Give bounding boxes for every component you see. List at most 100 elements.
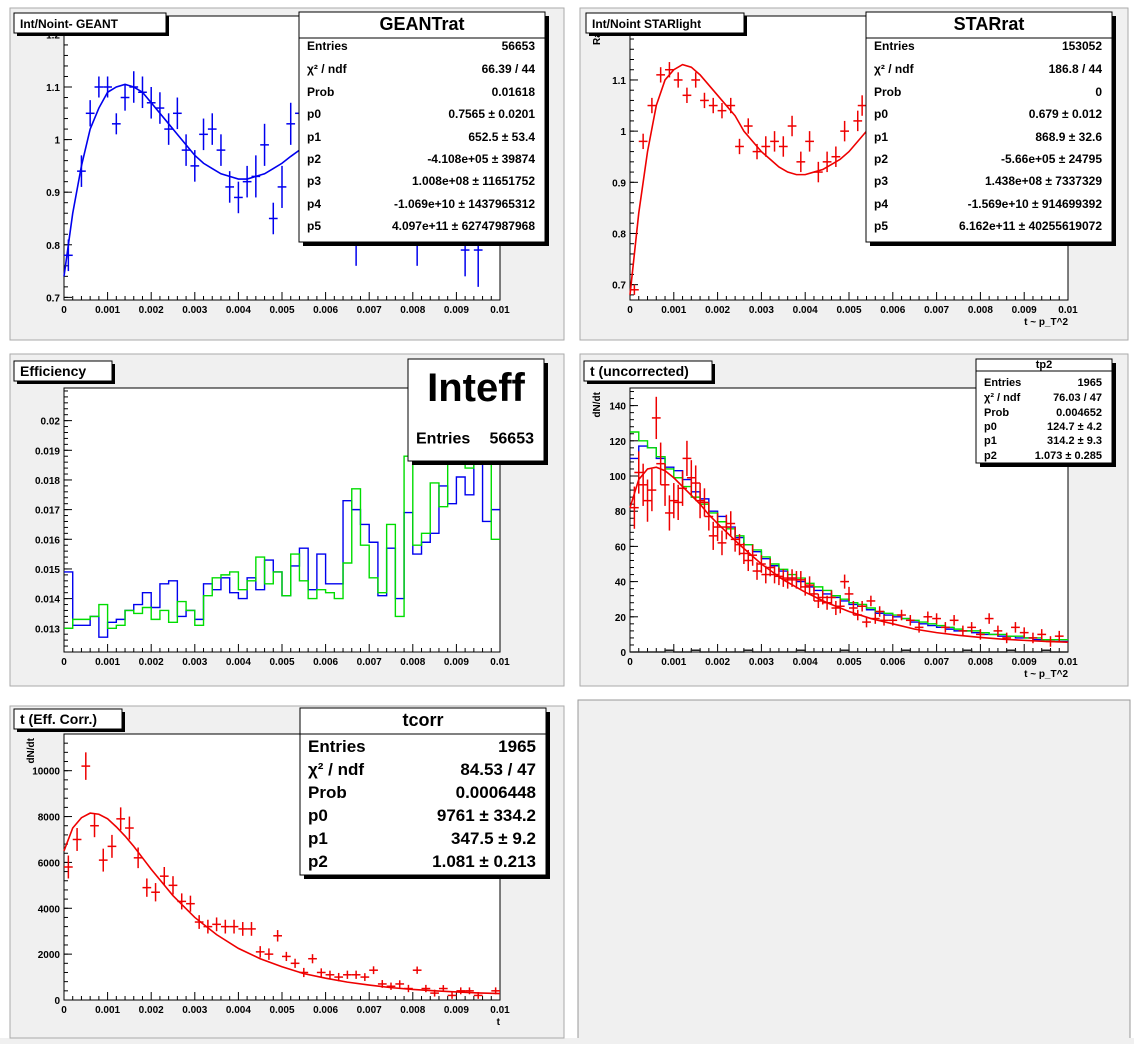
data-point <box>447 991 457 999</box>
stats-value: 9761 ± 334.2 <box>437 806 536 825</box>
x-tick-label: 0.005 <box>269 305 294 316</box>
stats-key: p3 <box>874 174 888 188</box>
data-point <box>708 97 718 114</box>
x-tick-label: 0.01 <box>490 657 510 668</box>
data-point <box>268 202 278 235</box>
data-point <box>647 97 657 114</box>
data-point <box>857 95 867 116</box>
y-axis-title: dN/dt <box>592 391 603 417</box>
data-point <box>120 84 130 111</box>
y-tick-label: 0.016 <box>35 535 60 546</box>
data-point <box>984 613 994 624</box>
data-point <box>932 613 941 624</box>
stats-key: χ² / ndf <box>307 62 348 76</box>
x-tick-label: 0.009 <box>444 657 469 668</box>
data-point <box>369 966 378 975</box>
y-tick-label: 0.014 <box>35 595 60 606</box>
data-point <box>343 970 352 979</box>
data-point <box>840 120 849 142</box>
y-tick-label: 1.1 <box>46 83 60 94</box>
data-point <box>251 155 261 198</box>
pad-title: t (uncorrected) <box>590 363 689 379</box>
data-point <box>669 483 679 519</box>
plot-area <box>63 752 501 999</box>
data-point <box>395 980 405 988</box>
x-tick-label: 0.001 <box>661 305 686 316</box>
stats-value: 1.081 ± 0.213 <box>432 852 536 871</box>
y-tick-label: 0.9 <box>46 188 60 199</box>
x-tick-label: 0.003 <box>182 657 207 668</box>
y-tick-label: 20 <box>615 613 627 624</box>
data-point <box>691 72 701 88</box>
y-tick-label: 1 <box>54 136 60 147</box>
stats-value: 0.679 ± 0.012 <box>1029 107 1103 121</box>
stats-value: 66.39 / 44 <box>482 62 536 76</box>
y-tick-label: 1.1 <box>612 76 626 87</box>
data-point <box>673 72 683 88</box>
hist-series-2 <box>64 405 500 629</box>
data-point <box>325 970 335 979</box>
data-point <box>1046 636 1055 647</box>
data-point <box>151 883 160 902</box>
data-point <box>770 131 779 152</box>
y-tick-label: 0.7 <box>612 281 626 292</box>
data-point <box>757 555 766 573</box>
stats-value: 84.53 / 47 <box>460 760 536 779</box>
data-point <box>831 600 841 616</box>
data-point <box>774 567 784 586</box>
data-point <box>726 511 736 536</box>
stats-key: p2 <box>307 152 321 166</box>
stats-value: 1.073 ± 0.285 <box>1035 450 1102 462</box>
x-tick-label: 0.002 <box>139 305 164 316</box>
data-point <box>177 893 187 910</box>
x-tick-label: 0.003 <box>749 657 774 668</box>
data-point <box>805 131 814 152</box>
stats-key: Prob <box>307 85 334 99</box>
stats-key: p1 <box>874 130 888 144</box>
stats-value: 1965 <box>498 737 536 756</box>
data-point <box>155 92 165 124</box>
y-tick-label: 0 <box>54 996 60 1007</box>
bottom-strip <box>0 1038 1134 1044</box>
panel-corrected: 0 0.001 0.002 0.003 0.004 0.005 0.006 0.007 0.00… <box>9 705 565 1039</box>
data-point <box>1011 622 1020 633</box>
stats-key: p2 <box>984 450 997 462</box>
pad-title: Int/Noint STARlight <box>592 17 701 31</box>
data-point <box>857 600 867 612</box>
data-point <box>125 816 134 840</box>
data-point <box>351 970 361 979</box>
data-point <box>430 989 439 997</box>
y-tick-label: 80 <box>615 507 627 518</box>
data-point <box>107 834 117 858</box>
data-point <box>282 951 291 962</box>
data-point <box>691 465 701 501</box>
x-tick-label: 0.009 <box>444 305 469 316</box>
x-axis-title: t ~ p_T^2 <box>1024 317 1068 328</box>
data-point <box>1019 627 1029 638</box>
stats-value: 0.0006448 <box>456 783 536 802</box>
data-point <box>949 615 959 626</box>
x-tick-label: 0.009 <box>444 1005 469 1016</box>
data-point <box>700 92 709 109</box>
stats-key: Entries <box>874 39 915 53</box>
data-point <box>290 958 300 968</box>
data-point <box>778 569 788 587</box>
data-point <box>225 171 235 203</box>
data-point <box>695 483 705 519</box>
data-point <box>940 622 950 633</box>
data-point <box>308 954 317 964</box>
x-tick-label: 0.009 <box>1012 305 1037 316</box>
x-tick-label: 0.009 <box>1012 657 1037 668</box>
x-tick-label: 0.002 <box>139 657 164 668</box>
pad-title: Int/Noint- GEANT <box>20 17 119 31</box>
data-point <box>199 118 208 151</box>
stats-value: -1.569e+10 ± 914699392 <box>968 197 1103 211</box>
x-tick-label: 0.008 <box>968 305 993 316</box>
stats-key: Prob <box>984 407 1009 419</box>
x-tick-label: 0.004 <box>793 305 818 316</box>
data-point <box>765 558 775 577</box>
y-tick-label: 10000 <box>32 767 60 778</box>
stats-value: 76.03 / 47 <box>1053 392 1102 404</box>
stats-value: 0.7565 ± 0.0201 <box>448 107 535 121</box>
